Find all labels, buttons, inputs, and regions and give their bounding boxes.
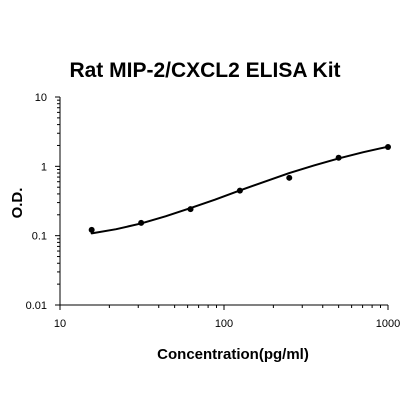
x-tick-label: 1000 <box>376 318 400 330</box>
x-axis-label: Concentration(pg/ml) <box>157 346 309 363</box>
axes: 0.01 0.1 1 10 10 100 1000 <box>26 92 401 330</box>
data-points-group <box>88 144 391 233</box>
y-tick-label: 0.01 <box>26 300 47 312</box>
data-point <box>187 206 194 213</box>
data-point <box>385 144 391 151</box>
chart-title: Rat MIP-2/CXCL2 ELISA Kit <box>69 59 340 82</box>
x-tick-label: 10 <box>54 318 66 330</box>
data-point <box>138 219 145 226</box>
y-tick-label: 1 <box>41 161 47 173</box>
x-tick-label: 100 <box>215 318 233 330</box>
y-axis-label: O.D. <box>9 188 26 219</box>
y-tick-label: 10 <box>35 92 47 104</box>
data-point <box>335 154 342 161</box>
data-point <box>286 174 293 181</box>
data-point <box>236 187 243 194</box>
data-point <box>88 226 95 233</box>
y-tick-label: 0.1 <box>32 231 47 243</box>
